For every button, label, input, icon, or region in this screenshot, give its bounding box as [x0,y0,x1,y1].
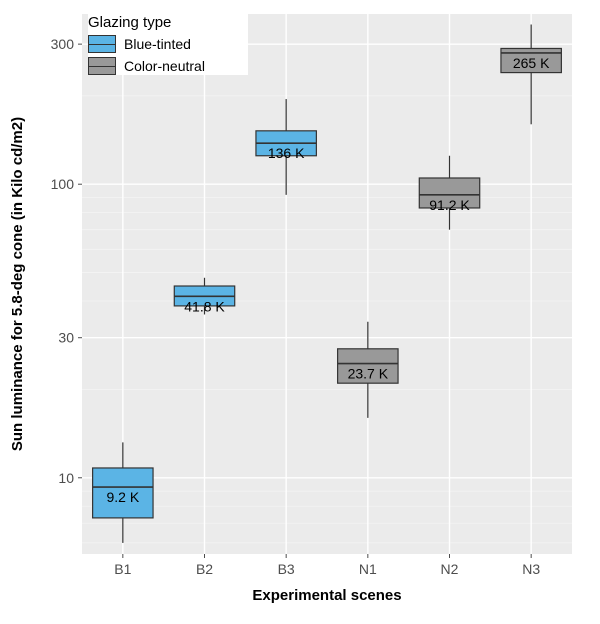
legend-label: Color-neutral [124,58,205,74]
box-label-B1: 9.2 K [106,489,139,505]
legend-title: Glazing type [88,14,248,31]
x-tick-label: N2 [441,561,459,577]
box-label-B2: 41.8 K [184,298,225,314]
legend: Glazing type Blue-tinted Color-neutral [88,14,248,75]
x-tick-label: N1 [359,561,377,577]
legend-label: Blue-tinted [124,36,191,52]
legend-item: Color-neutral [88,57,248,75]
x-tick-label: B2 [196,561,213,577]
y-tick-label: 100 [51,176,75,192]
legend-swatch [88,35,116,53]
x-tick-label: B3 [278,561,295,577]
box-label-N3: 265 K [513,55,550,71]
x-axis-title: Experimental scenes [252,587,401,604]
x-tick-label: B1 [114,561,131,577]
boxplot-chart: 10 30 100 300 9.2 K 41.8 K 136 K 23.7 K 91.2 K 26… [0,0,600,624]
x-tick-label: N3 [522,561,540,577]
y-tick-label: 30 [58,330,74,346]
box-label-N2: 91.2 K [429,197,470,213]
y-tick-label: 10 [58,470,74,486]
y-tick-label: 300 [51,36,75,52]
y-axis-title: Sun luminance for 5.8-deg cone (in Kilo … [9,117,26,451]
chart-container: 10 30 100 300 9.2 K 41.8 K 136 K 23.7 K 91.2 K 26… [0,0,600,624]
box-label-N1: 23.7 K [348,366,389,382]
legend-item: Blue-tinted [88,35,248,53]
legend-swatch [88,57,116,75]
box-label-B3: 136 K [268,145,305,161]
